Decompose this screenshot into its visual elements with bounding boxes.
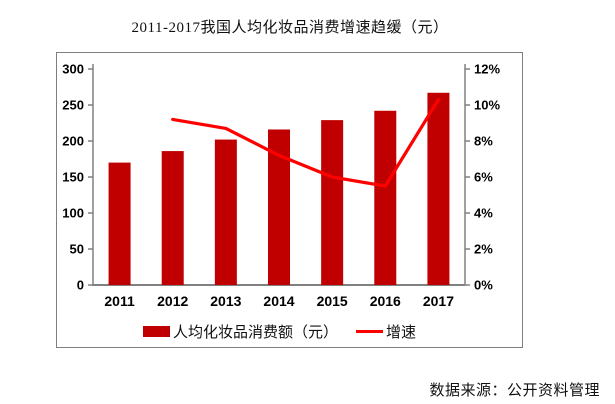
bar-2012 (161, 151, 184, 285)
x-label-2017: 2017 (423, 293, 454, 309)
chart-title: 2011-2017我国人均化妆品消费增速趋缓（元） (131, 20, 449, 36)
y-right-tick-label: 12% (474, 62, 500, 77)
x-label-2012: 2012 (157, 293, 188, 309)
bar-2016 (374, 110, 397, 285)
y-right-tick-label: 6% (474, 170, 493, 185)
bar-series-legend-label: 人均化妆品消费额（元） (173, 325, 339, 341)
x-label-2016: 2016 (370, 293, 401, 309)
bar-2017 (427, 92, 450, 285)
bar-2011 (108, 162, 131, 285)
x-label-2011: 2011 (104, 293, 135, 309)
chart-legend: 人均化妆品消费额（元） 增速 (143, 321, 416, 342)
y-right-tick-label: 8% (474, 134, 493, 149)
y-right-tick-label: 2% (474, 242, 493, 257)
y-left-tick-label: 300 (62, 62, 84, 77)
bar-2013 (214, 139, 237, 285)
bar-2015 (321, 120, 344, 286)
line-series-legend-label: 增速 (386, 325, 417, 341)
y-left-tick-label: 50 (70, 242, 84, 257)
y-left-tick-label: 0 (77, 278, 84, 293)
source-note: 数据来源：公开资料管理 (429, 383, 600, 399)
y-left-tick-label: 250 (62, 98, 84, 113)
chart-plot: 300 12% 250 10% 200 8% 150 6% 100 4% 50 2% 0 0% 2011 20… (62, 62, 500, 310)
bar-series-swatch-icon (143, 326, 170, 337)
y-right-tick-label: 10% (474, 98, 500, 113)
growth-line (171, 97, 441, 188)
x-label-2014: 2014 (263, 293, 294, 309)
bar-2014 (268, 129, 290, 285)
y-left-tick-label: 200 (62, 134, 84, 149)
y-right-tick-label: 0% (474, 278, 493, 293)
line-series-swatch-icon (356, 330, 384, 333)
chart-frame: 300 12% 250 10% 200 8% 150 6% 100 4% 50 2% 0 0% 2011 20… (56, 52, 523, 348)
x-label-2013: 2013 (210, 293, 241, 309)
y-right-tick-label: 4% (474, 206, 493, 221)
y-left-tick-label: 150 (62, 170, 84, 185)
x-label-2015: 2015 (317, 293, 348, 309)
y-left-tick-label: 100 (62, 206, 84, 221)
